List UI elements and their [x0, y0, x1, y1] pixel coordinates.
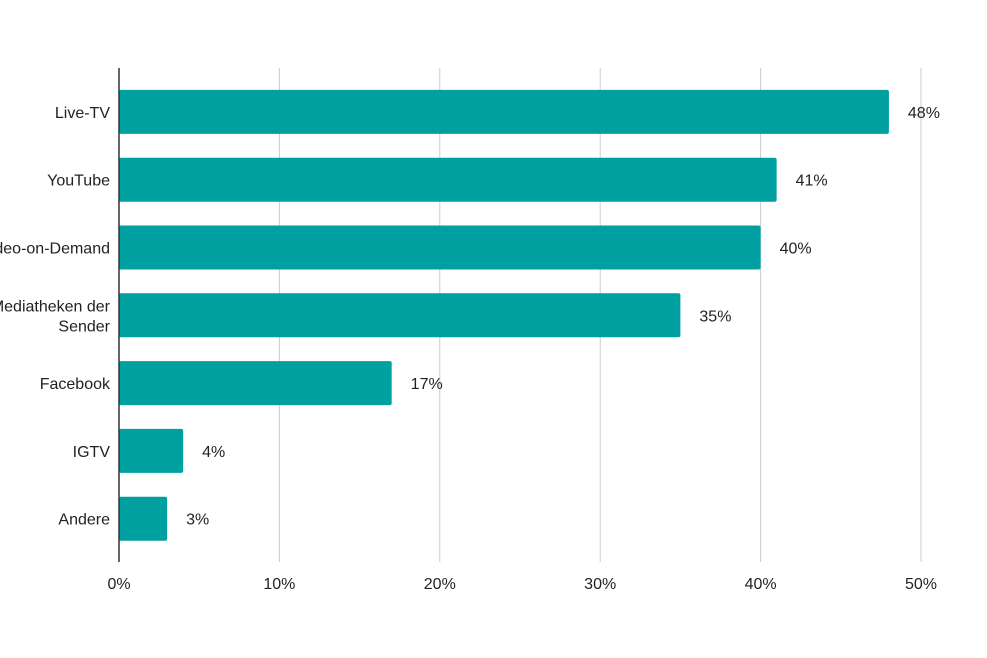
category-label-6: Andere — [58, 512, 110, 529]
category-label-line: IGTV — [73, 444, 111, 461]
category-label-line: Mediatheken der — [0, 298, 111, 315]
category-label-line: Video-on-Demand — [0, 241, 110, 258]
x-tick-label-40: 40% — [745, 576, 777, 593]
bar-4 — [119, 361, 392, 406]
value-label-3: 35% — [699, 308, 731, 325]
value-label-4: 17% — [411, 376, 443, 393]
category-label-1: YouTube — [47, 173, 110, 190]
category-label-line: Andere — [58, 512, 110, 529]
category-labels: Live-TV YouTube Video-on-Demand Mediatheken… — [0, 105, 111, 529]
bar-3 — [119, 293, 681, 338]
x-tick-label-20: 20% — [424, 576, 456, 593]
x-tick-label-10: 10% — [263, 576, 295, 593]
category-label-line: Live-TV — [55, 105, 110, 122]
value-label-2: 40% — [780, 241, 812, 258]
x-tick-labels: 0% 10% 20% 30% 40% 50% — [107, 576, 937, 593]
x-tick-label-0: 0% — [107, 576, 130, 593]
value-label-1: 41% — [796, 173, 828, 190]
category-label-2: Video-on-Demand — [0, 241, 110, 258]
category-label-4: Facebook — [40, 376, 111, 393]
category-label-3: Mediatheken der Sender — [0, 298, 111, 335]
category-label-5: IGTV — [73, 444, 111, 461]
value-label-5: 4% — [202, 444, 225, 461]
x-tick-label-50: 50% — [905, 576, 937, 593]
bar-0 — [119, 89, 889, 134]
bar-6 — [119, 496, 168, 541]
x-tick-label-30: 30% — [584, 576, 616, 593]
bar-1 — [119, 157, 777, 202]
category-label-line: Facebook — [40, 376, 111, 393]
category-label-line: YouTube — [47, 173, 110, 190]
category-label-0: Live-TV — [55, 105, 110, 122]
value-label-0: 48% — [908, 105, 940, 122]
bars — [119, 89, 889, 541]
value-label-6: 3% — [186, 512, 209, 529]
value-labels: 48% 41% 40% 35% 17% 4% 3% — [186, 105, 940, 529]
category-label-line: Sender — [58, 318, 110, 335]
bar-5 — [119, 428, 184, 473]
bar-2 — [119, 225, 761, 270]
